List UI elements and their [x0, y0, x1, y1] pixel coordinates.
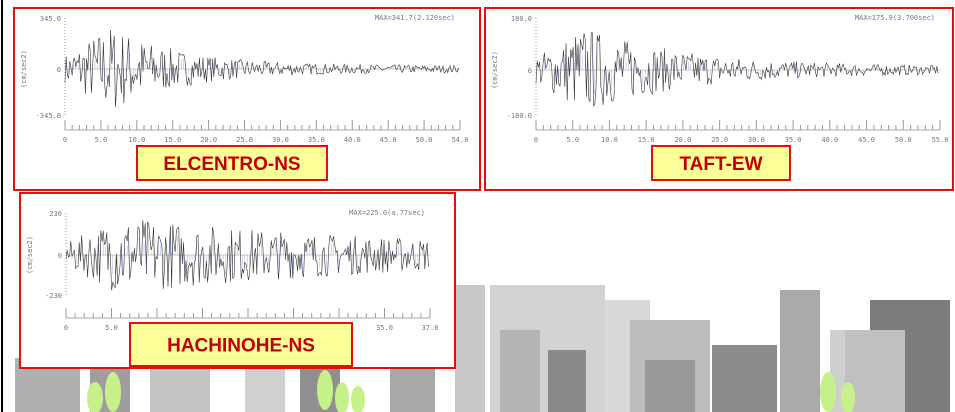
- x-label: 0: [534, 136, 538, 144]
- waveform-panels: 345.0 0 -345.0 (cm/sec2) MAX=341.7(2.120sec)…: [0, 0, 955, 412]
- max-text: MAX=175.9(3.700sec): [855, 14, 935, 22]
- x-label: 35.0: [785, 136, 802, 144]
- panel-label: HACHINOHE-NS: [167, 336, 315, 357]
- x-label: 37.0: [422, 324, 439, 332]
- x-label: 55.0: [932, 136, 949, 144]
- x-label: 0: [63, 136, 67, 144]
- panel: 180.0 0 -180.0 (cm/sec2) MAX=175.9(3.700sec)…: [485, 8, 953, 190]
- panel: 2300-230(cm/sec2)MAX=225.0(a.77sec)05.01…: [20, 193, 455, 368]
- x-label: 35.0: [308, 136, 325, 144]
- x-label: 25.0: [236, 136, 253, 144]
- x-label: 0: [64, 324, 68, 332]
- y-label: -345.0: [36, 112, 61, 120]
- x-label: 10.0: [128, 136, 145, 144]
- panel-label: TAFT-EW: [679, 154, 762, 175]
- x-label: 5.0: [95, 136, 108, 144]
- x-label: 40.0: [821, 136, 838, 144]
- x-label: 20.0: [200, 136, 217, 144]
- y-label: -180.0: [507, 112, 532, 120]
- page: 345.0 0 -345.0 (cm/sec2) MAX=341.7(2.120sec)…: [0, 0, 955, 412]
- x-label: 5.0: [105, 324, 118, 332]
- x-label: 40.0: [344, 136, 361, 144]
- y-label: 0: [58, 252, 62, 260]
- x-label: 35.0: [376, 324, 393, 332]
- panel-label: ELCENTRO-NS: [163, 154, 300, 175]
- x-label: 50.0: [416, 136, 433, 144]
- max-text: MAX=341.7(2.120sec): [375, 14, 455, 22]
- x-label: 30.0: [272, 136, 289, 144]
- x-label: 50.0: [895, 136, 912, 144]
- x-label: 54.0: [452, 136, 469, 144]
- x-label: 25.0: [711, 136, 728, 144]
- x-label: 15.0: [638, 136, 655, 144]
- x-label: 45.0: [858, 136, 875, 144]
- y-unit: (cm/sec2): [20, 50, 28, 88]
- x-label: 10.0: [601, 136, 618, 144]
- max-text: MAX=225.0(a.77sec): [349, 209, 425, 217]
- y-unit: (cm/sec2): [491, 51, 499, 89]
- x-label: 20.0: [674, 136, 691, 144]
- panel: 345.0 0 -345.0 (cm/sec2) MAX=341.7(2.120sec)…: [14, 8, 480, 190]
- y-label: 345.0: [40, 15, 61, 23]
- x-label: 30.0: [748, 136, 765, 144]
- y-label: 0: [528, 67, 532, 75]
- y-unit: (cm/sec2): [26, 236, 34, 274]
- y-label: 0: [57, 66, 61, 74]
- y-label: -230: [45, 292, 62, 300]
- x-label: 5.0: [566, 136, 579, 144]
- x-label: 15.0: [164, 136, 181, 144]
- y-label: 180.0: [511, 15, 532, 23]
- x-label: 45.0: [380, 136, 397, 144]
- y-label: 230: [49, 210, 62, 218]
